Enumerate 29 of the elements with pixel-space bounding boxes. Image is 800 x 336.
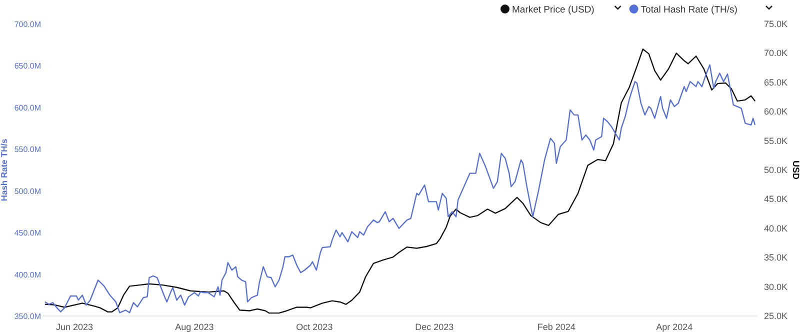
y2-tick-label: 60.0K	[764, 106, 788, 117]
y-tick-label: 550.0M	[14, 145, 42, 154]
y-tick-label: 450.0M	[14, 228, 42, 238]
y2-tick-label: 65.0K	[764, 77, 788, 88]
y2-tick-label: 50.0K	[764, 165, 788, 175]
y2-tick-label: 30.0K	[764, 282, 788, 292]
x-tick-label: Jun 2023	[56, 322, 93, 332]
y-tick-label: 500.0M	[14, 186, 42, 196]
y-tick-label: 400.0M	[14, 270, 42, 280]
y2-axis-title: USD	[791, 160, 800, 180]
x-tick-label: Oct 2023	[296, 322, 333, 332]
legend-label: Market Price (USD)	[512, 4, 594, 16]
legend-label: Total Hash Rate (TH/s)	[640, 4, 738, 16]
y2-tick-label: 55.0K	[764, 136, 788, 146]
y2-tick-label: 45.0K	[764, 194, 788, 204]
y2-tick-label: 35.0K	[764, 252, 788, 263]
y-axis-title: Hash Rate TH/s	[0, 138, 9, 202]
x-tick-label: Apr 2024	[656, 322, 693, 332]
x-tick-label: Feb 2024	[537, 322, 576, 332]
y-tick-label: 600.0M	[14, 103, 42, 112]
y-tick-label: 350.0M	[14, 312, 42, 321]
x-tick-label: Aug 2023	[175, 322, 214, 332]
y-tick-label: 650.0M	[14, 62, 42, 71]
y2-tick-label: 25.0K	[764, 311, 788, 321]
x-tick-label: Dec 2023	[415, 322, 454, 332]
y2-tick-label: 70.0K	[764, 48, 788, 58]
y-tick-label: 700.0M	[14, 20, 42, 29]
y2-tick-label: 40.0K	[764, 223, 788, 234]
y2-tick-label: 75.0K	[764, 19, 788, 29]
